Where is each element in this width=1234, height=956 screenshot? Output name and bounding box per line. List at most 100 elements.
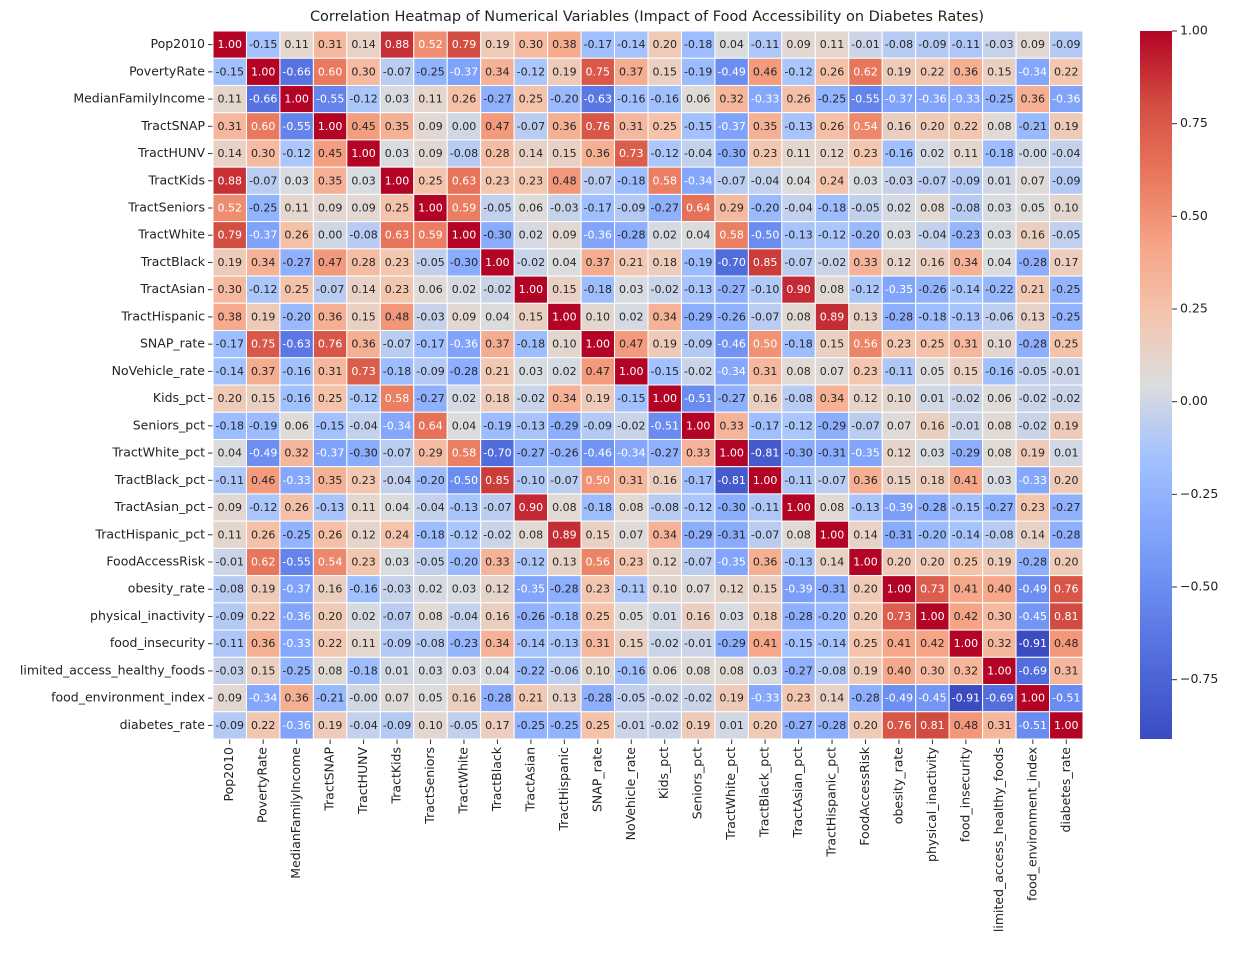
cell-label: 0.88 xyxy=(217,174,242,187)
cell-label: 0.04 xyxy=(719,38,744,51)
cell-label: 0.35 xyxy=(318,474,343,487)
x-tick-label: Kids_pct xyxy=(656,747,671,799)
heatmap-cell xyxy=(714,711,749,740)
cell-label: 0.12 xyxy=(351,528,376,541)
cell-label: -0.08 xyxy=(818,664,846,677)
cell-label: -0.14 xyxy=(215,365,243,378)
cell-label: -0.13 xyxy=(851,501,879,514)
cell-label: -0.29 xyxy=(550,419,578,432)
heatmap-cell xyxy=(279,629,314,658)
cell-label: -0.18 xyxy=(550,610,578,623)
x-tick-label: SNAP_rate xyxy=(589,747,604,812)
cell-label: -0.35 xyxy=(717,556,745,569)
cell-label: -0.51 xyxy=(684,392,712,405)
cell-label: -0.13 xyxy=(517,419,545,432)
cell-label: -0.05 xyxy=(617,692,645,705)
heatmap-cell xyxy=(848,411,883,440)
heatmap-cell xyxy=(881,193,917,223)
cell-label: 0.00 xyxy=(452,120,477,133)
cell-label: 0.24 xyxy=(385,528,410,541)
heatmap-cell xyxy=(279,575,314,604)
heatmap-cell xyxy=(848,330,883,359)
cell-label: 0.25 xyxy=(652,120,677,133)
cell-label: 1.00 xyxy=(284,93,309,106)
cell-label: -0.69 xyxy=(1019,664,1047,677)
heatmap-cell xyxy=(948,493,984,522)
heatmap-cell xyxy=(647,84,682,114)
cell-label: 0.20 xyxy=(853,583,878,596)
cell-label: -0.33 xyxy=(751,692,779,705)
heatmap-cell xyxy=(982,302,1017,332)
heatmap-cell xyxy=(580,547,616,577)
cell-label: 0.25 xyxy=(586,610,611,623)
cell-label: -0.11 xyxy=(751,38,779,51)
heatmap-cell xyxy=(747,221,783,250)
cell-label: 0.08 xyxy=(318,664,343,677)
heatmap-cell xyxy=(346,84,381,114)
heatmap-cell xyxy=(513,384,549,413)
heatmap-cell xyxy=(848,193,883,223)
cell-label: 0.45 xyxy=(318,147,343,160)
cell-label: -0.34 xyxy=(1019,65,1047,78)
cell-label: -0.49 xyxy=(249,447,277,460)
cell-label: 0.76 xyxy=(318,338,343,351)
cell-label: -0.11 xyxy=(215,474,243,487)
cell-label: -0.18 xyxy=(684,38,712,51)
y-tick-label: obesity_rate xyxy=(128,581,206,596)
cell-label: -0.34 xyxy=(617,447,645,460)
y-tick-label: TractSNAP xyxy=(140,118,205,133)
heatmap-cell xyxy=(915,629,950,658)
heatmap-cell xyxy=(1049,139,1084,168)
cell-label: 0.10 xyxy=(418,719,443,732)
cell-label: -0.04 xyxy=(416,501,444,514)
heatmap-cell xyxy=(614,302,649,332)
chart-title: Correlation Heatmap of Numerical Variabl… xyxy=(310,9,984,25)
cell-label: 0.06 xyxy=(987,392,1012,405)
cell-label: -0.15 xyxy=(617,392,645,405)
heatmap-cell xyxy=(580,656,616,686)
cell-label: -0.13 xyxy=(450,501,478,514)
cell-label: -0.02 xyxy=(684,365,712,378)
cell-label: -0.02 xyxy=(650,719,678,732)
cell-label: -0.25 xyxy=(818,93,846,106)
y-tick-label: TractWhite_pct xyxy=(111,445,205,460)
cell-label: 0.09 xyxy=(418,147,443,160)
heatmap-cell xyxy=(747,30,783,59)
cell-label: -0.25 xyxy=(416,65,444,78)
heatmap-cell xyxy=(848,357,883,386)
y-tick-label: Pop2010 xyxy=(151,36,206,51)
heatmap-cell xyxy=(814,30,850,59)
heatmap-cell xyxy=(614,411,649,440)
heatmap-cell xyxy=(480,112,515,141)
heatmap-cell xyxy=(982,547,1017,577)
cell-label: -0.28 xyxy=(1019,256,1047,269)
cell-label: -0.14 xyxy=(818,637,846,650)
heatmap-cell xyxy=(714,330,749,359)
heatmap-cell xyxy=(647,602,682,631)
cell-label: 0.33 xyxy=(485,556,510,569)
cell-label: -0.34 xyxy=(684,174,712,187)
cell-label: 0.04 xyxy=(217,447,242,460)
x-tick-label: TractSNAP xyxy=(322,747,337,812)
heatmap-cell xyxy=(446,629,482,658)
cell-label: 0.30 xyxy=(519,38,544,51)
cell-label: -0.08 xyxy=(450,147,478,160)
heatmap-cell xyxy=(346,466,381,495)
cell-label: 1.00 xyxy=(519,283,544,296)
heatmap-cell xyxy=(346,520,381,549)
cell-label: -0.07 xyxy=(383,447,411,460)
heatmap-cell xyxy=(948,466,984,495)
heatmap-cell xyxy=(547,520,582,549)
heatmap-cell xyxy=(781,520,816,549)
cell-label: 0.31 xyxy=(217,120,242,133)
heatmap-cell xyxy=(312,711,348,740)
heatmap-cell xyxy=(1049,57,1084,86)
cell-label: 1.00 xyxy=(820,528,845,541)
heatmap-cell xyxy=(848,711,883,740)
cell-label: 0.16 xyxy=(686,610,711,623)
cell-label: 0.19 xyxy=(1021,447,1046,460)
cell-label: -0.20 xyxy=(282,310,310,323)
x-tick-label: physical_inactivity xyxy=(924,746,939,862)
cell-label: 0.47 xyxy=(586,365,611,378)
heatmap-cell xyxy=(647,112,682,141)
